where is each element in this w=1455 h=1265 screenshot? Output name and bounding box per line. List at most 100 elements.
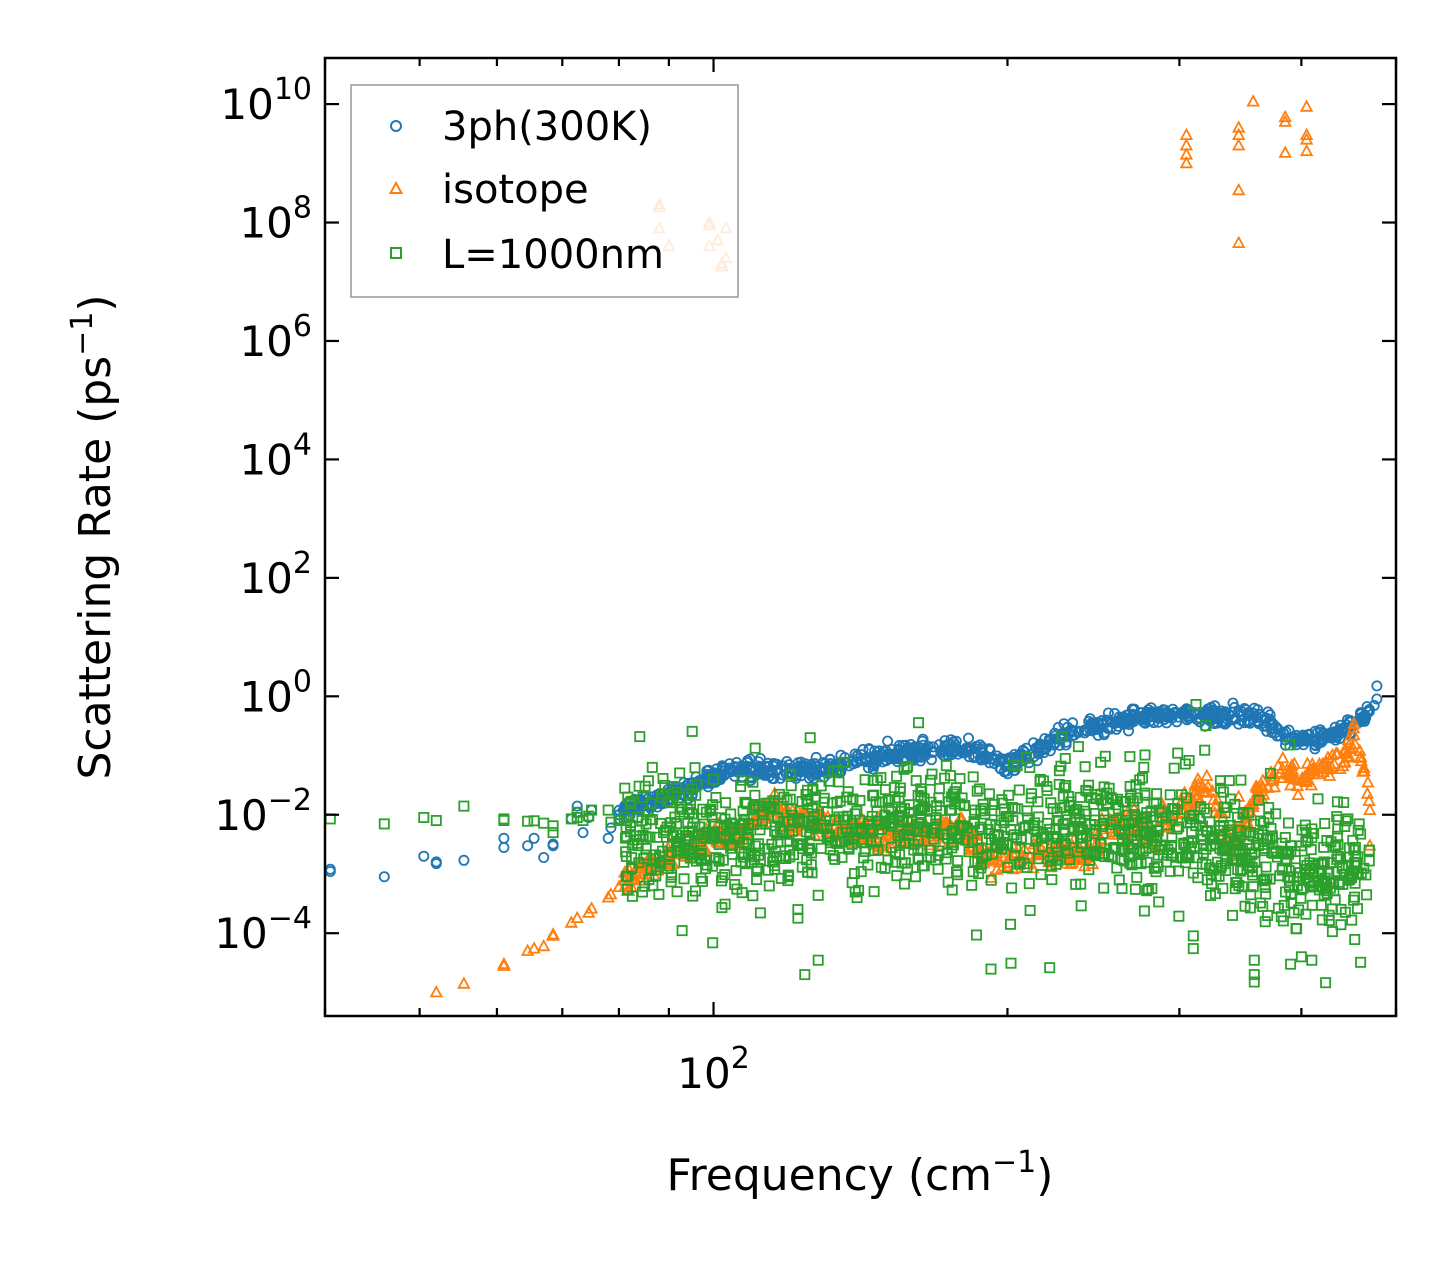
legend-box bbox=[350, 84, 739, 298]
square-point bbox=[1332, 839, 1344, 851]
square-point bbox=[672, 837, 684, 849]
square-point bbox=[1214, 820, 1226, 832]
square-point bbox=[671, 886, 683, 898]
square-point bbox=[1118, 855, 1130, 867]
square-point bbox=[704, 805, 716, 817]
circle-point bbox=[602, 832, 614, 844]
square-point bbox=[1023, 878, 1035, 890]
square-point bbox=[1139, 749, 1151, 761]
circle-point bbox=[948, 736, 960, 748]
square-point bbox=[653, 888, 665, 900]
square-point bbox=[1137, 772, 1149, 784]
circle-point bbox=[1368, 700, 1380, 712]
square-point bbox=[430, 815, 442, 827]
square-point bbox=[1041, 817, 1053, 829]
circle-point bbox=[547, 838, 559, 850]
circle-point bbox=[824, 753, 836, 765]
square-point bbox=[688, 812, 700, 824]
square-point bbox=[640, 843, 652, 855]
square-point bbox=[829, 853, 841, 865]
square-point bbox=[668, 789, 680, 801]
square-point bbox=[1097, 821, 1109, 833]
square-point bbox=[647, 880, 659, 892]
circle-point bbox=[755, 767, 767, 779]
square-point bbox=[1339, 821, 1351, 833]
square-point bbox=[975, 862, 987, 874]
square-point bbox=[812, 889, 824, 901]
square-point bbox=[1295, 884, 1307, 896]
square-point bbox=[1318, 841, 1330, 853]
square-point bbox=[851, 805, 863, 817]
y-axis-label: Scattering Rate (ps−1) bbox=[65, 294, 121, 779]
square-point bbox=[1021, 752, 1033, 764]
square-point bbox=[1055, 760, 1067, 772]
square-point bbox=[695, 872, 707, 884]
square-point bbox=[695, 849, 707, 861]
square-point bbox=[1321, 888, 1333, 900]
square-point bbox=[913, 853, 925, 865]
square-point bbox=[855, 866, 867, 878]
circle-point bbox=[753, 756, 765, 768]
triangle-point bbox=[1267, 779, 1282, 793]
triangle-point bbox=[1278, 145, 1292, 158]
square-point bbox=[622, 791, 634, 803]
square-point bbox=[1190, 699, 1202, 711]
square-point bbox=[1030, 835, 1042, 847]
square-point bbox=[1263, 802, 1275, 814]
square-point bbox=[898, 763, 910, 775]
circle-point bbox=[528, 832, 540, 844]
square-point bbox=[1339, 906, 1351, 918]
square-point bbox=[1274, 870, 1286, 882]
square-point bbox=[626, 862, 638, 874]
legend-triangle-marker bbox=[388, 180, 404, 194]
square-point bbox=[1248, 954, 1260, 966]
square-point bbox=[1151, 824, 1163, 836]
circle-point bbox=[963, 732, 975, 744]
square-point bbox=[1306, 899, 1318, 911]
square-point bbox=[749, 789, 761, 801]
square-point bbox=[888, 782, 900, 794]
square-point bbox=[636, 815, 648, 827]
square-point bbox=[749, 851, 761, 863]
square-point bbox=[765, 801, 777, 813]
triangle-point bbox=[1200, 768, 1214, 781]
square-point bbox=[1346, 914, 1358, 926]
square-point bbox=[716, 871, 728, 883]
square-point bbox=[624, 798, 636, 810]
circle-point bbox=[915, 755, 927, 767]
circle-point bbox=[1271, 730, 1283, 742]
square-point bbox=[924, 774, 936, 786]
square-point bbox=[1148, 862, 1160, 874]
circle-point bbox=[498, 832, 510, 844]
square-point bbox=[1257, 901, 1269, 913]
square-point bbox=[1034, 775, 1046, 787]
square-point bbox=[697, 875, 709, 887]
square-point bbox=[1065, 832, 1077, 844]
square-point bbox=[930, 814, 942, 826]
square-point bbox=[1060, 780, 1072, 792]
triangle-point bbox=[1195, 778, 1210, 792]
square-point bbox=[1228, 837, 1240, 849]
square-point bbox=[979, 803, 991, 815]
square-point bbox=[1200, 720, 1212, 732]
square-point bbox=[986, 805, 998, 817]
square-point bbox=[952, 855, 964, 867]
triangle-point bbox=[1341, 732, 1356, 745]
square-point bbox=[620, 821, 632, 833]
square-point bbox=[1254, 897, 1266, 909]
square-point bbox=[1283, 881, 1295, 893]
square-point bbox=[749, 800, 761, 812]
circle-point bbox=[1152, 716, 1164, 728]
square-point bbox=[719, 813, 731, 825]
square-point bbox=[1035, 869, 1047, 881]
triangle-point bbox=[1336, 758, 1350, 772]
square-point bbox=[931, 800, 943, 812]
triangle-point bbox=[1357, 764, 1371, 777]
triangle-point bbox=[1276, 750, 1290, 764]
x-axis-label-sup: −1 bbox=[992, 1145, 1036, 1180]
circle-point bbox=[804, 767, 816, 779]
square-point bbox=[1337, 860, 1349, 872]
square-point bbox=[867, 790, 879, 802]
square-point bbox=[1245, 889, 1257, 901]
triangle-point bbox=[937, 816, 952, 829]
